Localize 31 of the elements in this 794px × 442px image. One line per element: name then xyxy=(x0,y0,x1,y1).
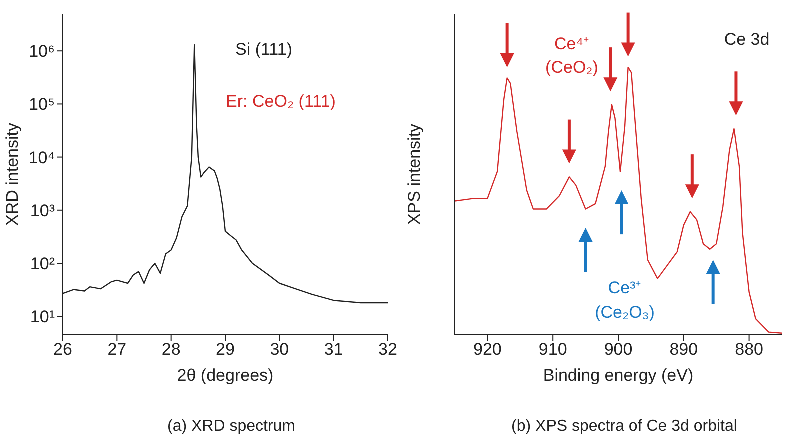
annotation: Ce³⁺ xyxy=(608,278,642,298)
x-tick-label: 890 xyxy=(670,340,698,360)
x-tick-label: 28 xyxy=(162,340,181,360)
annotation: (CeO₂) xyxy=(546,58,598,78)
y-tick-label: 10³ xyxy=(30,201,56,220)
x-tick-label: 26 xyxy=(54,340,72,360)
y-axis-title: XRD intensity xyxy=(3,122,22,226)
x-tick-label: 29 xyxy=(216,340,235,360)
x-tick-label: 880 xyxy=(735,340,764,360)
annotation: Er: CeO₂ (111) xyxy=(226,92,336,112)
text: (b) XPS spectra of Ce 3d orbital xyxy=(510,418,738,436)
text: Ce⁴⁺ xyxy=(554,34,590,54)
y-axis-title: XPS intensity xyxy=(405,123,424,226)
annotation: Si (111) xyxy=(235,40,293,60)
x-tick-label: 910 xyxy=(538,340,568,360)
x-axis-title: Binding energy (eV) xyxy=(543,366,694,385)
annotation: (Ce₂O₃) xyxy=(595,303,655,323)
text: Ce 3d xyxy=(724,30,770,50)
x-axis-title: 2θ (degrees) xyxy=(177,366,274,385)
x-tick-label: 31 xyxy=(324,340,344,360)
x-tick-label: 920 xyxy=(474,340,502,360)
x-tick-label: 32 xyxy=(378,340,398,360)
x-tick-label: 30 xyxy=(270,340,290,360)
y-tick-label: 10¹ xyxy=(30,308,56,327)
y-tick-label: 10⁵ xyxy=(29,95,55,114)
text: (a) XRD spectrum xyxy=(166,418,297,436)
x-tick-label: 27 xyxy=(108,340,127,360)
y-tick-label: 10⁶ xyxy=(29,42,55,62)
y-tick-label: 10² xyxy=(30,254,56,274)
x-tick-label: 900 xyxy=(604,340,633,360)
y-tick-label: 10⁴ xyxy=(28,148,55,168)
